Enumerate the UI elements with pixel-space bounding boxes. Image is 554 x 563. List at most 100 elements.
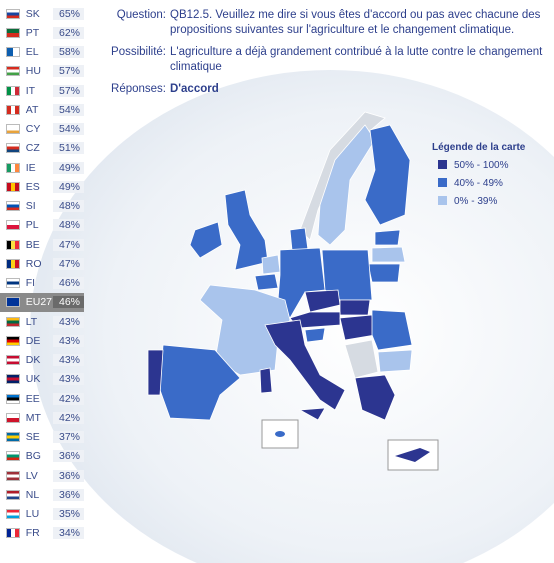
legend-swatch [438,178,447,187]
country-row: EL 58% [0,43,84,62]
country-row: LV 36% [0,466,84,485]
country-code: LT [25,315,38,328]
country-code: SK [25,7,40,20]
country-row: PT 62% [0,23,84,42]
question-text: QB12.5. Veuillez me dire si vous êtes d'… [170,9,541,36]
country-value: 47% [52,238,84,251]
country-value: 49% [52,180,84,193]
question-block: Question: QB12.5. Veuillez me dire si vou… [100,8,550,97]
country-value: 42% [52,392,84,405]
country-row: SE 37% [0,428,84,447]
flag [6,162,20,173]
country-code: BG [25,450,41,463]
country-row: BE 47% [0,235,84,254]
legend-item: 40% - 49% [454,178,503,189]
flag [6,316,20,327]
flag [6,412,20,423]
country-code: HU [25,65,41,78]
country-row: PL 48% [0,216,84,235]
flag [6,451,20,462]
legend-item: 50% - 100% [454,160,509,171]
country-value: 65% [52,7,84,20]
possibility-text: L'agriculture a déjà grandement contribu… [170,46,543,73]
country-code: AT [25,103,39,116]
possibility-label: Possibilité: [111,46,166,58]
legend: Légende de la carte 50% - 100% 40% - 49%… [432,142,526,207]
question-row: Question: QB12.5. Veuillez me dire si vou… [100,8,550,38]
flag [6,47,20,58]
country-code: LU [25,508,40,521]
country-row: DK 43% [0,351,84,370]
country-code: MT [25,411,41,424]
country-code: DE [25,334,41,347]
flag [6,489,20,500]
country-row: CZ 51% [0,139,84,158]
country-code: FR [25,527,40,540]
country-row: ES 49% [0,177,84,196]
flag [6,27,20,38]
country-value: 35% [52,508,84,521]
malta [275,431,285,437]
country-list: SK 65% PT 62% EL 58% HU 57% IT 57% AT 54% CY 54% CZ 51%… [0,4,84,543]
flag [6,374,20,385]
flag [6,278,20,289]
country-value: 36% [52,469,84,482]
flag [6,355,20,366]
flag [6,8,20,19]
country-row: UK 43% [0,370,84,389]
country-code: UK [25,373,41,386]
country-row: FR 34% [0,524,84,543]
question-label: Question: [116,9,166,21]
possibility-row: Possibilité: L'agriculture a déjà grandem… [100,45,550,75]
answer-label: Réponses: [111,83,166,95]
country-value: 47% [52,257,84,270]
countries [147,111,413,421]
flag [6,220,20,231]
country-value: 62% [52,26,84,39]
country-row: FI 46% [0,274,84,293]
country-value: 48% [52,200,84,213]
flag [6,432,20,443]
flag [6,66,20,77]
flag [6,181,20,192]
legend-title: Légende de la carte [432,142,526,153]
country-code: EE [25,392,40,405]
flag [6,85,20,96]
country-code: NL [25,488,40,501]
country-code: CY [25,123,41,136]
country-code: SE [25,431,40,444]
flag [6,124,20,135]
country-code: EL [25,46,39,59]
country-value: 37% [52,431,84,444]
cyprus [395,448,430,462]
country-code: SI [25,200,36,213]
country-value: 46% [52,277,84,290]
country-value: 36% [52,450,84,463]
country-row: LT 43% [0,312,84,331]
legend-item: 0% - 39% [454,196,497,207]
country-code: LV [25,469,38,482]
flag [6,258,20,269]
flag [6,335,20,346]
country-value: 49% [52,161,84,174]
country-code: ES [25,180,40,193]
country-row: RO 47% [0,254,84,273]
country-value: 43% [52,354,84,367]
country-value: 57% [52,84,84,97]
country-row: IE 49% [0,158,84,177]
country-value: 48% [52,219,84,232]
country-code: IT [25,84,36,97]
country-code: PT [25,26,40,39]
country-value: 46% [52,296,84,309]
country-code: RO [25,257,42,270]
flag [6,297,20,308]
country-code: FI [25,277,36,290]
country-value: 43% [52,334,84,347]
country-row: SK 65% [0,4,84,23]
country-value: 42% [52,411,84,424]
country-row: IT 57% [0,81,84,100]
country-code: BE [25,238,40,251]
country-row: BG 36% [0,447,84,466]
